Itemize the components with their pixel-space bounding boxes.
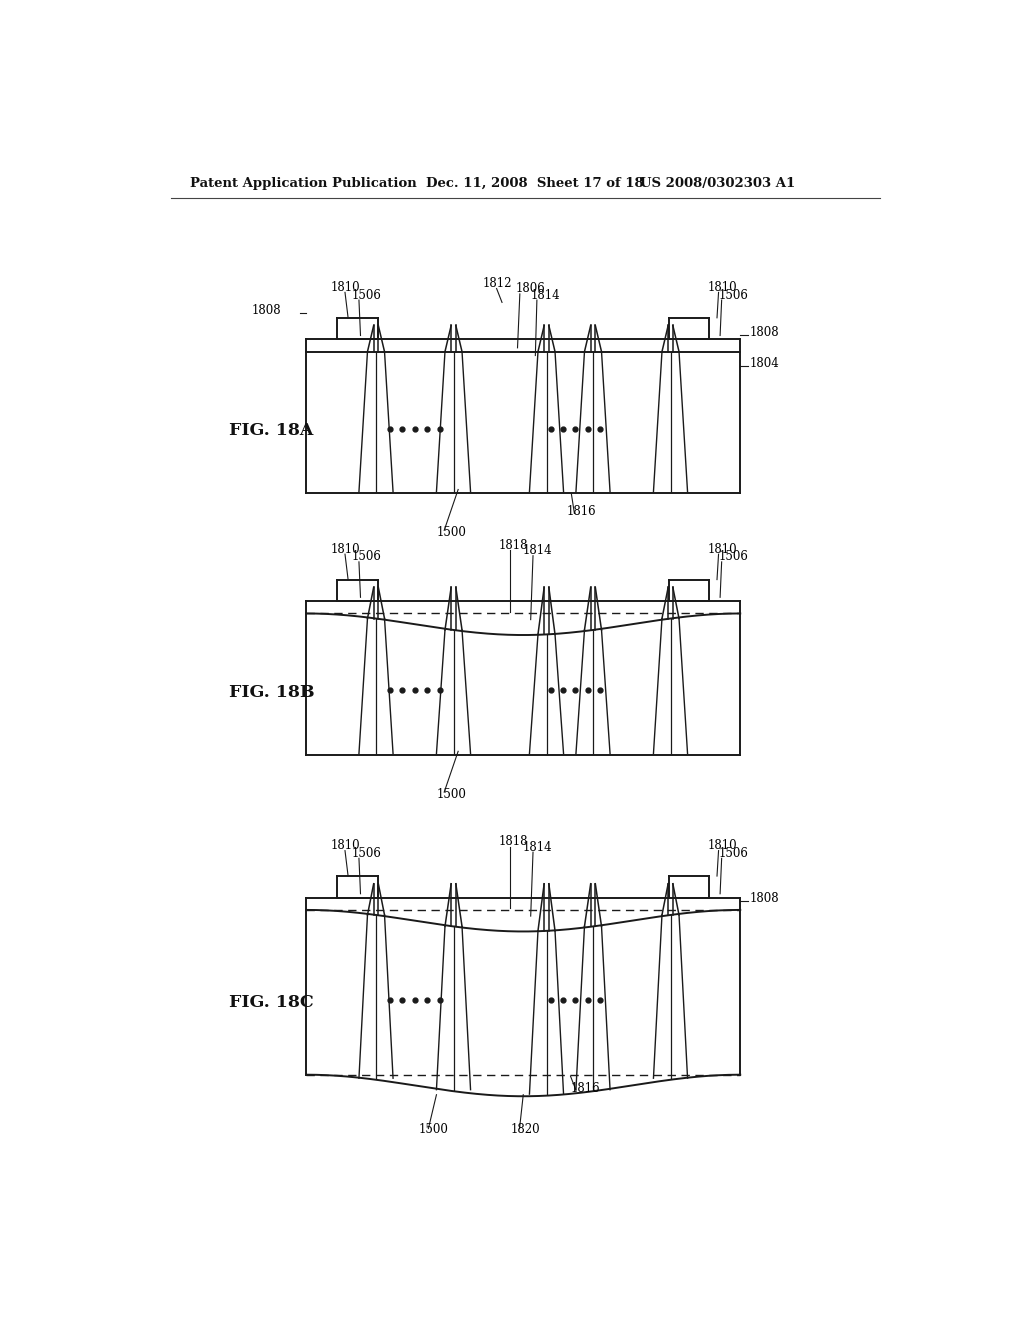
Text: FIG. 18A: FIG. 18A xyxy=(228,422,313,438)
Text: 1810: 1810 xyxy=(331,281,360,294)
Text: 1816: 1816 xyxy=(566,506,596,517)
Text: 1506: 1506 xyxy=(351,289,381,301)
Text: 1506: 1506 xyxy=(351,550,381,564)
Text: 1506: 1506 xyxy=(719,847,749,859)
Text: 1810: 1810 xyxy=(331,840,360,853)
Text: 1810: 1810 xyxy=(331,543,360,556)
Text: FIG. 18C: FIG. 18C xyxy=(228,994,313,1011)
Text: Dec. 11, 2008  Sheet 17 of 18: Dec. 11, 2008 Sheet 17 of 18 xyxy=(426,177,644,190)
Text: 1812: 1812 xyxy=(482,277,512,290)
Text: Patent Application Publication: Patent Application Publication xyxy=(190,177,417,190)
Text: 1500: 1500 xyxy=(419,1123,449,1137)
Text: US 2008/0302303 A1: US 2008/0302303 A1 xyxy=(640,177,795,190)
Text: 1500: 1500 xyxy=(436,788,466,800)
Text: 1814: 1814 xyxy=(523,544,553,557)
Text: 1818: 1818 xyxy=(498,539,527,552)
Text: 1500: 1500 xyxy=(436,525,466,539)
Text: 1816: 1816 xyxy=(570,1081,600,1094)
Text: 1810: 1810 xyxy=(708,840,737,853)
Text: 1810: 1810 xyxy=(708,281,737,294)
Text: 1506: 1506 xyxy=(719,550,749,564)
Text: 1804: 1804 xyxy=(750,358,779,370)
Text: 1808: 1808 xyxy=(252,305,282,317)
Text: 1820: 1820 xyxy=(510,1123,540,1137)
Text: 1810: 1810 xyxy=(708,543,737,556)
Text: 1818: 1818 xyxy=(498,836,527,849)
Text: 1806: 1806 xyxy=(515,282,545,296)
Text: 1814: 1814 xyxy=(530,289,560,301)
Text: 1506: 1506 xyxy=(351,847,381,859)
Text: 1808: 1808 xyxy=(750,326,779,339)
Text: 1506: 1506 xyxy=(719,289,749,301)
Text: FIG. 18B: FIG. 18B xyxy=(228,684,314,701)
Text: 1808: 1808 xyxy=(750,892,779,906)
Text: 1814: 1814 xyxy=(523,841,553,854)
